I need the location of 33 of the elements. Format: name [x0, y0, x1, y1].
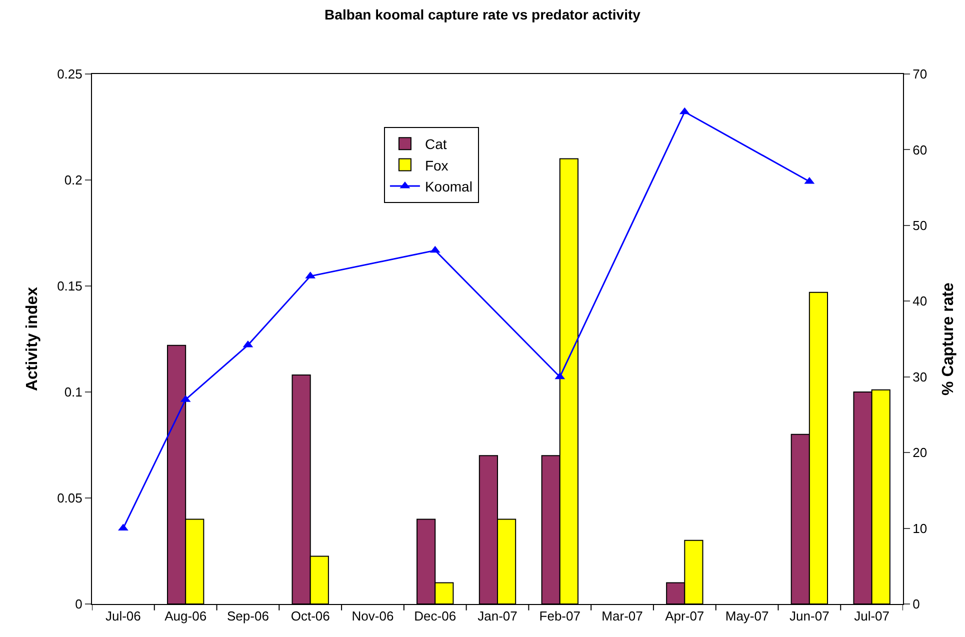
y-axis-title: Activity index: [24, 286, 41, 392]
y2-tick-label: 20: [912, 445, 928, 460]
x-tick-label: Jan-07: [478, 608, 518, 624]
x-tick-label: Sep-06: [227, 608, 269, 624]
y2-axis-title: % Capture rate: [940, 282, 957, 396]
legend-label: Fox: [424, 157, 448, 174]
y-tick-label: 0: [75, 596, 82, 612]
y2-tick-label: 30: [912, 369, 928, 384]
y-tick-label: 0.15: [57, 278, 82, 294]
x-tick-label: Apr-07: [665, 608, 704, 624]
legend-label: Koomal: [424, 178, 472, 194]
x-tick-label: Feb-07: [539, 608, 580, 624]
x-tick-label: May-07: [725, 608, 769, 624]
x-tick-label: Jul-07: [854, 608, 890, 624]
y2-tick-label: 0: [912, 596, 920, 612]
x-tick-label: Nov-06: [352, 608, 394, 624]
y-tick-label: 0.05: [57, 490, 82, 506]
y-tick-label: 0.1: [64, 384, 82, 400]
y-tick-label: 0.25: [57, 66, 82, 82]
chart-title: Balban koomal capture rate vs predator activity: [324, 6, 641, 22]
y2-tick-label: 70: [912, 66, 928, 82]
y2-tick-label: 10: [912, 520, 928, 536]
x-tick-label: Aug-06: [164, 608, 207, 624]
y2-tick-label: 60: [912, 142, 928, 158]
y2-tick-label: 40: [912, 294, 928, 309]
y-tick-label: 0.2: [64, 172, 82, 188]
x-tick-label: Dec-06: [414, 608, 456, 624]
x-tick-label: Jun-07: [790, 608, 830, 624]
x-tick-label: Oct-06: [290, 608, 330, 624]
x-tick-label: Mar-07: [602, 608, 643, 624]
y2-tick-label: 50: [912, 218, 928, 233]
x-tick-label: Jul-06: [105, 608, 141, 624]
legend-label: Cat: [424, 136, 447, 152]
